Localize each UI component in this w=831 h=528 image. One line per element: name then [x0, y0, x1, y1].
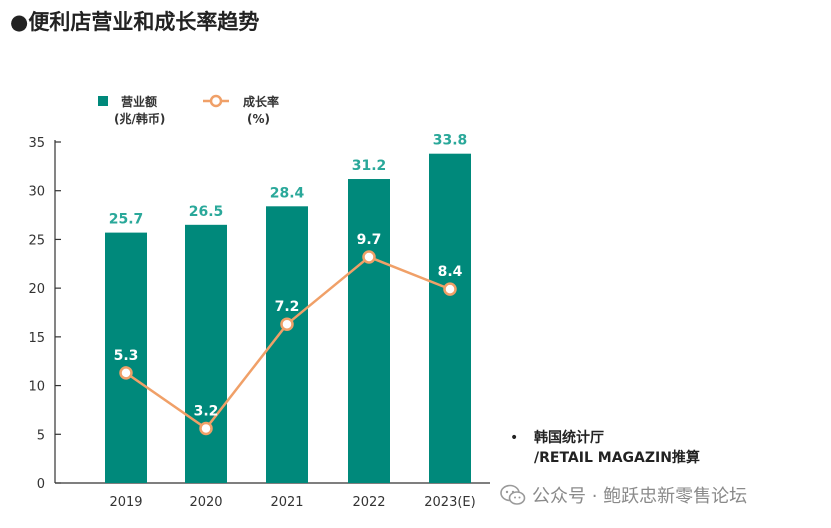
rate-point [199, 421, 213, 436]
source-bullet: • [510, 430, 519, 446]
y-tick-label: 25 [28, 233, 45, 248]
source-line-2: /RETAIL MAGAZIN推算 [534, 450, 700, 466]
rate-value-label: 8.4 [438, 264, 463, 280]
x-tick-label: 2021 [270, 495, 303, 510]
rate-value-label: 3.2 [194, 403, 219, 419]
x-tick-label: 2020 [189, 495, 222, 510]
y-tick-label: 35 [28, 136, 45, 151]
bar-value-label: 31.2 [352, 158, 387, 174]
bar-labels: 25.7 26.5 28.4 31.2 33.8 [109, 133, 468, 228]
rate-point [119, 366, 133, 380]
bar [266, 206, 308, 483]
legend-bar-unit: (兆/韩币) [114, 111, 165, 126]
legend-line-marker [209, 94, 223, 108]
rate-point [280, 317, 294, 331]
legend-line-unit: (%) [247, 112, 270, 126]
y-tick-label: 15 [28, 331, 45, 346]
bar-value-label: 28.4 [270, 185, 305, 201]
bars [105, 153, 471, 484]
y-ticks: 0 5 10 15 20 25 30 35 [28, 136, 61, 492]
rate-value-label: 5.3 [114, 348, 139, 364]
x-ticks: 2019 2020 2021 2022 2023(E) [109, 495, 475, 510]
legend-bar-swatch [98, 96, 108, 106]
x-tick-label: 2019 [109, 495, 142, 510]
rate-point [443, 282, 457, 296]
bar [429, 153, 471, 484]
bar-value-label: 26.5 [189, 204, 224, 220]
rate-point [362, 250, 376, 264]
page-title: ●便利店营业和成长率趋势 [10, 10, 260, 34]
source-note: • 韩国统计厅 /RETAIL MAGAZIN推算 [510, 428, 700, 468]
rate-value-label: 7.2 [275, 299, 300, 315]
legend-line-label: 成长率 [243, 94, 279, 109]
bar-value-label: 25.7 [109, 212, 144, 228]
wechat-icon [500, 484, 526, 505]
rate-line-series: 5.3 3.2 7.2 9.7 8.4 [114, 232, 463, 436]
watermark-text: 公众号 · 鲍跃忠新零售论坛 [532, 486, 748, 507]
y-tick-label: 20 [28, 282, 45, 297]
bar [185, 224, 227, 484]
legend: 营业额 (兆/韩币) 成长率 (%) [98, 94, 279, 126]
bar-value-label: 33.8 [433, 133, 468, 149]
bar [105, 232, 147, 483]
legend-bar-label: 营业额 [121, 94, 157, 109]
x-tick-label: 2022 [352, 495, 385, 510]
y-tick-label: 30 [28, 185, 45, 200]
source-line-1: 韩国统计厅 [534, 430, 604, 446]
y-tick-label: 0 [37, 477, 45, 492]
watermark: 公众号 · 鲍跃忠新零售论坛 [500, 482, 747, 508]
x-tick-label: 2023(E) [424, 495, 475, 510]
rate-value-label: 9.7 [357, 232, 382, 248]
y-tick-label: 5 [37, 428, 45, 443]
y-tick-label: 10 [28, 380, 45, 395]
bar [348, 179, 390, 483]
